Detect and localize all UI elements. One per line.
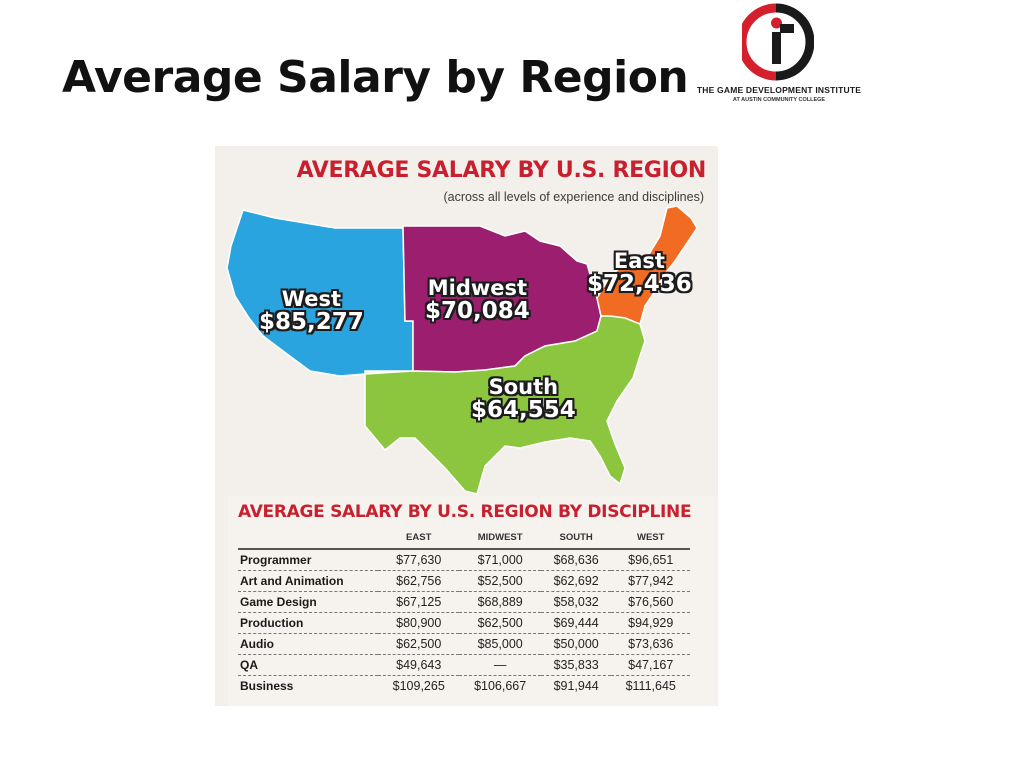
salary-cell: $76,560 bbox=[611, 591, 690, 613]
discipline-salary-table: EAST MIDWEST SOUTH WEST Programmer $77,6… bbox=[238, 526, 690, 696]
table-row: Business $109,265 $106,667 $91,944 $111,… bbox=[238, 676, 690, 697]
salary-cell: $68,636 bbox=[540, 549, 612, 571]
salary-cell: $47,167 bbox=[611, 654, 690, 676]
discipline-cell: Art and Animation bbox=[238, 570, 378, 592]
region-west-shape bbox=[226, 209, 414, 377]
salary-cell: $111,645 bbox=[625, 679, 676, 693]
salary-cell: $58,032 bbox=[540, 591, 612, 613]
salary-cell: $35,833 bbox=[540, 654, 612, 676]
table-row: Art and Animation $62,756 $52,500 $62,69… bbox=[238, 570, 690, 592]
logo-subname: AT AUSTIN COMMUNITY COLLEGE bbox=[732, 97, 826, 103]
salary-cell: $96,651 bbox=[611, 549, 690, 571]
discipline-cell: QA bbox=[238, 654, 378, 676]
logo-name: THE GAME DEVELOPMENT INSTITUTE bbox=[696, 85, 862, 95]
salary-cell: $52,500 bbox=[459, 570, 541, 592]
region-name: South bbox=[488, 375, 559, 399]
slide-title: Average Salary by Region bbox=[62, 52, 689, 103]
salary-cell: $50,000 bbox=[540, 633, 612, 655]
discipline-table-panel: AVERAGE SALARY BY U.S. REGION BY DISCIPL… bbox=[228, 496, 715, 706]
discipline-cell: Programmer bbox=[238, 549, 378, 571]
table-row: Game Design $67,125 $68,889 $58,032 $76,… bbox=[238, 591, 690, 613]
salary-cell: $109,265 bbox=[392, 679, 445, 693]
gdi-logo: THE GAME DEVELOPMENT INSTITUTE AT AUSTIN… bbox=[684, 2, 874, 106]
salary-cell: $69,444 bbox=[540, 612, 612, 634]
region-south-shape bbox=[364, 315, 646, 495]
table-row: Production $80,900 $62,500 $69,444 $94,9… bbox=[238, 612, 690, 634]
salary-cell: $91,944 bbox=[553, 679, 599, 693]
salary-cell: $67,125 bbox=[378, 591, 460, 613]
column-header: WEST bbox=[611, 526, 690, 550]
region-salary: $85,277 bbox=[259, 309, 364, 336]
discipline-header bbox=[238, 526, 378, 550]
column-header: EAST bbox=[378, 526, 460, 550]
column-header: SOUTH bbox=[540, 526, 612, 550]
region-salary: $64,554 bbox=[471, 397, 576, 424]
salary-cell: $62,500 bbox=[378, 633, 460, 655]
salary-cell: $77,942 bbox=[611, 570, 690, 592]
region-name: Midwest bbox=[427, 276, 528, 300]
salary-cell: $62,692 bbox=[540, 570, 612, 592]
region-name: East bbox=[613, 249, 665, 273]
table-row: QA $49,643 — $35,833 $47,167 bbox=[238, 654, 690, 676]
region-name: West bbox=[281, 287, 341, 311]
table-row: Audio $62,500 $85,000 $50,000 $73,636 bbox=[238, 633, 690, 655]
salary-cell: $49,643 bbox=[378, 654, 460, 676]
region-salary: $72,436 bbox=[587, 271, 692, 298]
table-row: Programmer $77,630 $71,000 $68,636 $96,6… bbox=[238, 549, 690, 571]
salary-cell: — bbox=[459, 654, 541, 676]
gdi-logo-mark bbox=[742, 3, 814, 81]
salary-cell: $62,756 bbox=[378, 570, 460, 592]
region-label-south: South $64,554 bbox=[471, 376, 576, 422]
region-label-west: West $85,277 bbox=[259, 288, 364, 334]
salary-cell: $62,500 bbox=[459, 612, 541, 634]
salary-cell: $106,667 bbox=[474, 679, 527, 693]
salary-cell: $73,636 bbox=[611, 633, 690, 655]
us-region-map bbox=[226, 206, 698, 495]
map-subtitle: (across all levels of experience and dis… bbox=[443, 190, 704, 204]
table-title: AVERAGE SALARY BY U.S. REGION BY DISCIPL… bbox=[238, 502, 692, 522]
salary-cell: $85,000 bbox=[459, 633, 541, 655]
salary-cell: $68,889 bbox=[459, 591, 541, 613]
table-header-row: EAST MIDWEST SOUTH WEST bbox=[238, 526, 690, 550]
region-label-east: East $72,436 bbox=[587, 250, 692, 296]
salary-cell: $71,000 bbox=[459, 549, 541, 571]
salary-cell: $94,929 bbox=[611, 612, 690, 634]
region-salary: $70,084 bbox=[425, 298, 530, 325]
column-header: MIDWEST bbox=[459, 526, 541, 550]
region-label-midwest: Midwest $70,084 bbox=[425, 277, 530, 323]
map-title: AVERAGE SALARY BY U.S. REGION bbox=[296, 158, 707, 183]
discipline-cell: Game Design bbox=[238, 591, 378, 613]
salary-cell: $77,630 bbox=[378, 549, 460, 571]
salary-cell: $80,900 bbox=[378, 612, 460, 634]
discipline-cell: Audio bbox=[238, 633, 378, 655]
salary-infographic: AVERAGE SALARY BY U.S. REGION (across al… bbox=[215, 146, 718, 706]
discipline-cell: Production bbox=[238, 612, 378, 634]
discipline-cell: Business bbox=[240, 679, 294, 693]
